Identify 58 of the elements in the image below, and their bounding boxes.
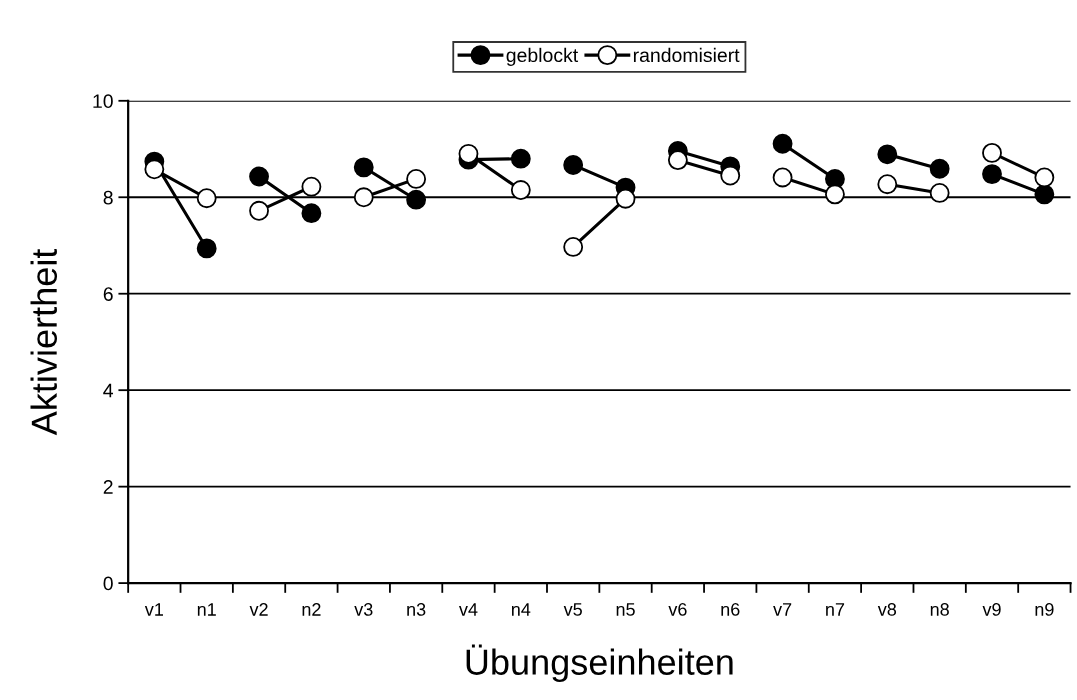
x-tick-label: n5 <box>616 603 635 616</box>
point <box>510 148 531 169</box>
x-tick-label: n4 <box>511 603 531 616</box>
point <box>982 142 1002 163</box>
point <box>825 184 845 205</box>
y-tick-label: 8 <box>103 190 113 205</box>
x-tick-label: v8 <box>877 603 897 616</box>
point <box>406 168 427 189</box>
point <box>720 165 741 186</box>
x-tick-label: v1 <box>144 603 163 616</box>
point <box>877 144 898 165</box>
point <box>249 200 269 221</box>
point <box>196 238 217 259</box>
y-tick-label: 4 <box>103 383 114 398</box>
x-tick-label: n6 <box>721 603 740 616</box>
y-tick-label: 2 <box>103 480 113 494</box>
x-tick-label: v6 <box>668 603 687 616</box>
point <box>406 189 427 210</box>
x-tick-label: n3 <box>407 603 426 616</box>
y-tick-label: 6 <box>103 287 113 301</box>
point <box>772 167 793 188</box>
point <box>458 143 479 164</box>
point <box>353 157 374 178</box>
x-tick-label: n1 <box>197 603 216 616</box>
point <box>929 158 950 179</box>
point <box>301 176 322 197</box>
legend-label: geblockt <box>506 47 579 66</box>
x-tick-label: n8 <box>930 603 949 616</box>
x-tick-label: n2 <box>302 603 321 616</box>
point <box>196 188 217 209</box>
y-axis-title: Aktiviertheit <box>30 248 58 436</box>
point <box>563 155 584 175</box>
x-tick-label: v9 <box>982 603 1001 616</box>
x-tick-label: v3 <box>354 603 373 616</box>
point <box>772 133 793 154</box>
y-tick-label: 0 <box>103 576 113 591</box>
point <box>877 174 898 195</box>
x-axis-title: Übungseinheiten <box>466 644 733 683</box>
point <box>510 180 531 200</box>
x-tick-label: v5 <box>563 603 582 616</box>
point <box>563 237 584 257</box>
x-tick-label: n7 <box>826 603 845 616</box>
y-tick-label: 10 <box>93 94 113 109</box>
point <box>667 150 688 171</box>
point <box>982 164 1002 185</box>
x-tick-label: v7 <box>773 603 792 616</box>
point <box>1034 184 1055 205</box>
point <box>353 187 374 208</box>
x-tick-label: v2 <box>249 603 268 616</box>
x-tick-label: n9 <box>1035 603 1054 616</box>
point <box>301 203 322 224</box>
point <box>1034 167 1055 188</box>
x-tick-label: v4 <box>458 603 478 616</box>
point <box>249 166 269 187</box>
point <box>144 159 165 180</box>
point <box>929 182 950 203</box>
legend-label: randomisiert <box>633 47 740 63</box>
point <box>615 188 636 209</box>
